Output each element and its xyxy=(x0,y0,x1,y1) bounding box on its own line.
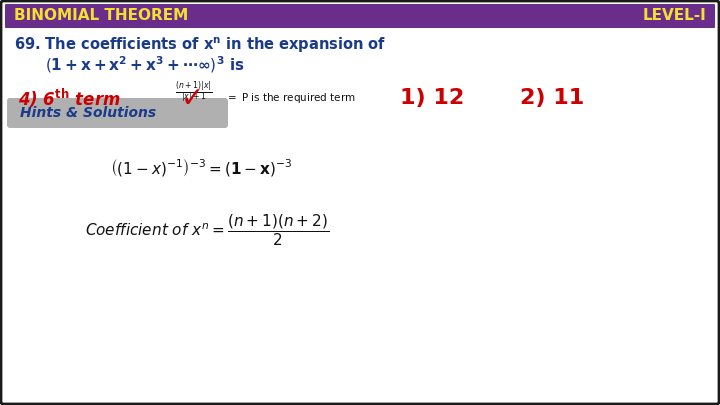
Text: $\frac{(n+1)|x|}{|x|+1}$: $\frac{(n+1)|x|}{|x|+1}$ xyxy=(175,79,212,105)
Text: $\checkmark$: $\checkmark$ xyxy=(180,83,201,111)
Text: 1) 12: 1) 12 xyxy=(400,88,464,108)
Text: LEVEL-I: LEVEL-I xyxy=(642,9,706,23)
Text: $\left(\left(1-x\right)^{-1}\right)^{-3} = \left(\mathbf{1}-\mathbf{x}\right)^{-: $\left(\left(1-x\right)^{-1}\right)^{-3}… xyxy=(110,158,292,179)
Text: 2) 11: 2) 11 xyxy=(520,88,584,108)
Text: 4) 6$^{\mathbf{th}}$ term: 4) 6$^{\mathbf{th}}$ term xyxy=(18,86,121,110)
FancyBboxPatch shape xyxy=(7,98,228,128)
FancyBboxPatch shape xyxy=(5,4,715,28)
Text: $=$ P is the required term: $=$ P is the required term xyxy=(225,91,356,105)
Text: BINOMIAL THEOREM: BINOMIAL THEOREM xyxy=(14,9,188,23)
Text: $\mathbf{\left(1 + x + x^2 + x^3 + \cdots\infty\right)^3}$ is: $\mathbf{\left(1 + x + x^2 + x^3 + \cdot… xyxy=(45,55,245,75)
Text: Hints & Solutions: Hints & Solutions xyxy=(20,106,156,120)
Text: $\mathit{Coefficient\ of\ x^n} = \dfrac{(n+1)(n+2)}{2}$: $\mathit{Coefficient\ of\ x^n} = \dfrac{… xyxy=(85,212,329,248)
Text: 69. The coefficients of $\mathbf{x^n}$ in the expansion of: 69. The coefficients of $\mathbf{x^n}$ i… xyxy=(14,35,387,55)
